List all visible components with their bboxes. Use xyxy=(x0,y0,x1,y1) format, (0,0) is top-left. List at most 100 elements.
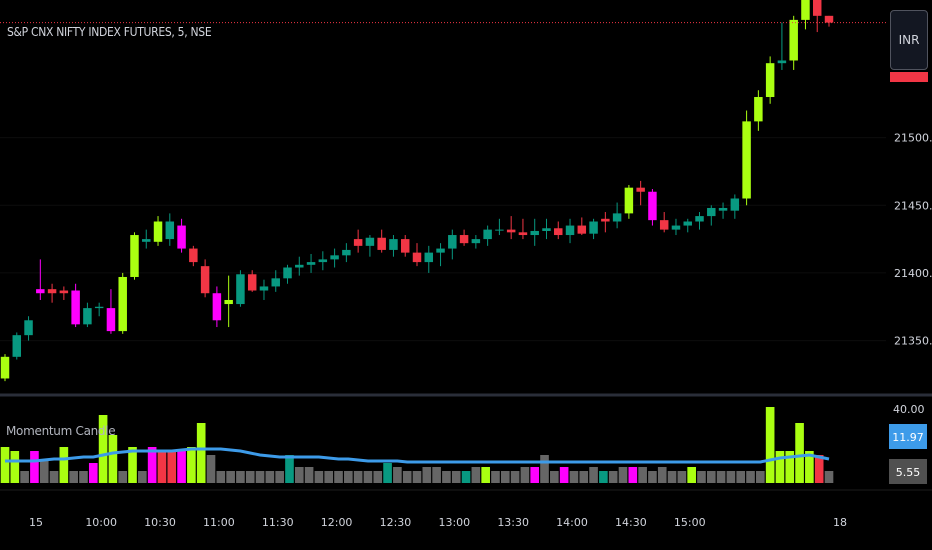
momentum-bar xyxy=(59,447,69,483)
candle xyxy=(765,63,775,98)
momentum-bar xyxy=(726,471,736,483)
candle xyxy=(506,229,516,233)
momentum-bar xyxy=(245,471,255,483)
candle xyxy=(754,97,763,122)
momentum-bar xyxy=(344,471,353,483)
candle xyxy=(283,267,292,279)
candle xyxy=(565,225,575,236)
momentum-bar xyxy=(599,471,608,483)
momentum-bar xyxy=(648,471,657,483)
momentum-bar xyxy=(736,471,746,483)
momentum-bar xyxy=(108,435,118,483)
candle xyxy=(659,220,669,230)
candle xyxy=(189,248,198,263)
momentum-bar xyxy=(756,471,765,483)
momentum-bar xyxy=(0,447,10,483)
price-candles xyxy=(0,0,834,379)
candle xyxy=(707,207,716,217)
momentum-bar xyxy=(814,455,824,483)
candle xyxy=(554,228,563,236)
momentum-bar xyxy=(540,455,549,483)
momentum-bar xyxy=(118,471,128,483)
momentum-bar xyxy=(128,447,137,483)
candle xyxy=(518,232,528,236)
candle xyxy=(165,221,175,240)
momentum-bar xyxy=(373,471,383,483)
candle xyxy=(436,248,445,253)
momentum-bar xyxy=(422,467,432,483)
momentum-bar xyxy=(618,467,628,483)
momentum-bar xyxy=(520,467,530,483)
time-tick-label: 15:00 xyxy=(674,516,706,529)
candle xyxy=(353,239,363,246)
candle xyxy=(36,289,45,294)
currency-button[interactable]: INR xyxy=(890,10,928,70)
momentum-bar xyxy=(569,471,579,483)
momentum-bar xyxy=(412,471,422,483)
candle xyxy=(224,299,233,305)
momentum-bar xyxy=(206,455,216,483)
candle xyxy=(448,235,457,249)
indicator-bar-label-bg xyxy=(889,459,927,484)
momentum-bar xyxy=(608,471,618,483)
momentum-bar xyxy=(510,471,520,483)
candle xyxy=(330,255,339,260)
momentum-bar xyxy=(88,463,98,483)
candle xyxy=(177,225,186,249)
momentum-bar xyxy=(442,471,451,483)
momentum-bar xyxy=(579,471,589,483)
price-tick-label: 21500.00 xyxy=(894,132,932,145)
momentum-bar xyxy=(677,471,687,483)
momentum-bar xyxy=(432,467,441,483)
candle xyxy=(83,308,92,325)
momentum-bar xyxy=(795,423,804,483)
indicator-title: Momentum Candle xyxy=(6,424,116,438)
candle xyxy=(612,213,622,222)
momentum-bar xyxy=(687,467,696,483)
momentum-bar xyxy=(667,471,677,483)
momentum-bar xyxy=(30,451,39,483)
candle xyxy=(24,320,33,336)
candle xyxy=(589,221,598,234)
time-tick-label: 18 xyxy=(833,516,847,529)
candle xyxy=(636,187,645,192)
momentum-bar xyxy=(98,415,108,483)
momentum-bar xyxy=(265,471,275,483)
momentum-bar xyxy=(363,471,373,483)
candle xyxy=(424,252,434,263)
momentum-bar xyxy=(187,447,196,483)
candle xyxy=(142,239,151,242)
time-tick-label: 10:00 xyxy=(85,516,117,529)
time-tick-label: 11:00 xyxy=(203,516,235,529)
candle xyxy=(118,276,127,332)
candle xyxy=(671,225,681,230)
momentum-bar xyxy=(236,471,245,483)
candle xyxy=(271,278,280,287)
time-axis[interactable]: 15 10:00 10:30 11:00 11:30 12:00 12:30 13:00 13:… xyxy=(29,516,847,529)
momentum-bar xyxy=(304,467,314,483)
price-tick-label: 21450.00 xyxy=(894,199,932,212)
momentum-bar xyxy=(559,467,569,483)
momentum-bar xyxy=(20,471,29,483)
candle xyxy=(247,274,257,291)
momentum-bar xyxy=(491,471,500,483)
time-tick-label: 14:00 xyxy=(556,516,588,529)
momentum-bar xyxy=(294,467,304,483)
momentum-bar xyxy=(697,471,706,483)
candle xyxy=(306,262,316,265)
candle xyxy=(695,216,704,222)
time-tick-label: 11:30 xyxy=(262,516,294,529)
momentum-bar xyxy=(147,447,157,483)
momentum-bar xyxy=(138,471,147,483)
momentum-bar xyxy=(471,467,481,483)
momentum-bar xyxy=(216,471,226,483)
candle xyxy=(342,249,351,256)
time-tick-label: 12:00 xyxy=(321,516,353,529)
candle xyxy=(812,0,822,16)
time-tick-label: 12:30 xyxy=(380,516,412,529)
momentum-bar xyxy=(746,471,755,483)
momentum-bar xyxy=(775,451,785,483)
candle xyxy=(259,286,269,291)
price-axis[interactable]: 21350.00 21400.00 21450.00 21500.00 xyxy=(894,132,932,348)
